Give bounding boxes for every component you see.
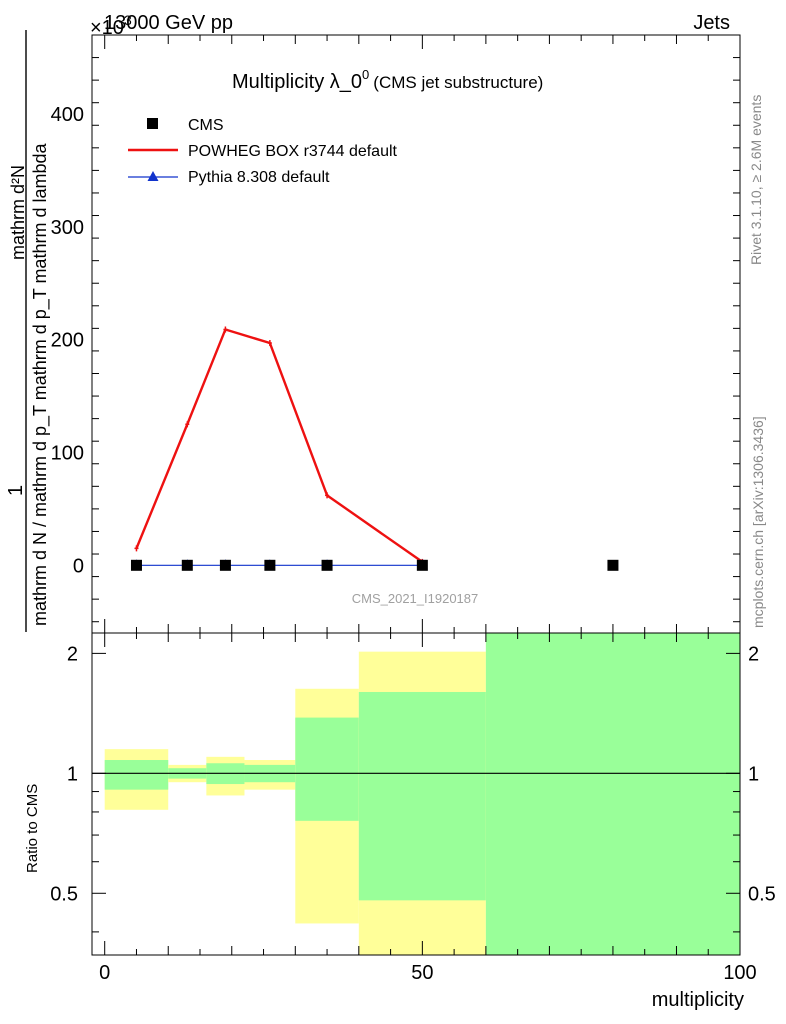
series-pythia (130, 559, 428, 570)
ratio-x-tick-label: 50 (411, 962, 433, 984)
ratio-y-tick-label: 1 (67, 763, 78, 785)
legend: CMS POWHEG BOX r3744 default Pythia 8.30… (128, 117, 398, 186)
ratio-band-green (358, 691, 486, 901)
main-y-tick-label: 200 (51, 330, 84, 352)
main-y-tick-label: 0 (73, 555, 84, 577)
ratio-y-tick-label-right: 1 (748, 763, 759, 785)
data-point (607, 559, 619, 571)
ratio-y-tick-label-right: 0.5 (748, 883, 776, 905)
ratio-panel-frame (91, 632, 741, 956)
data-point (321, 559, 333, 571)
plot-title: Multiplicity λ_00 (CMS jet substructure) (232, 67, 543, 93)
ratio-y-tick-label: 2 (67, 643, 78, 665)
ratio-axis-ticks (92, 633, 741, 955)
ratio-y-tick-label: 0.5 (50, 883, 78, 905)
y-scale-exponent-base: ×10 (90, 17, 124, 39)
main-y-tick-label: 300 (51, 217, 84, 239)
legend-label-cms: CMS (188, 117, 224, 134)
series-powheg (134, 326, 425, 565)
y-axis-label-numerator: 1 (5, 485, 27, 496)
ratio-y-tick-labels: 0.5 0.5 1 1 2 2 (50, 643, 776, 905)
data-point (219, 559, 231, 571)
ratio-band-green (485, 633, 740, 955)
ratio-bands (104, 633, 740, 955)
main-y-tick-label: 400 (51, 104, 84, 126)
series-line (135, 328, 424, 563)
plot-title-suffix: (CMS jet substructure) (373, 73, 543, 92)
main-y-tick-labels: 0 100 200 300 400 (51, 104, 84, 577)
header-energy: 13000 GeV pp (104, 12, 233, 34)
ratio-band-green (104, 760, 169, 790)
header-process: Jets (693, 12, 730, 34)
data-point (130, 559, 142, 571)
mcplots-label: mcplots.cern.ch [arXiv:1306.3436] (750, 416, 766, 628)
series-cms (130, 559, 619, 571)
ratio-x-tick-label: 0 (99, 962, 110, 984)
data-point (181, 559, 193, 571)
legend-marker-pythia (147, 171, 159, 181)
rivet-label: Rivet 3.1.10, ≥ 2.6M events (748, 95, 764, 265)
y-axis-label-denominator: mathrm d N / mathrm d p_T mathrm d p_T m… (30, 143, 51, 626)
plot-title-sup: 0 (362, 67, 369, 82)
main-y-tick-label: 100 (51, 442, 84, 464)
ratio-y-tick-label-right: 2 (748, 643, 759, 665)
data-point (416, 559, 428, 571)
ratio-x-tick-labels: 0 50 100 (99, 962, 757, 984)
main-axis-ticks (92, 35, 741, 633)
ratio-y-axis-label: Ratio to CMS (24, 784, 41, 873)
legend-label-powheg: POWHEG BOX r3744 default (188, 143, 398, 160)
data-point (264, 559, 276, 571)
ratio-band-green (295, 717, 359, 821)
y-scale-exponent: ×103 (90, 12, 132, 39)
analysis-watermark: CMS_2021_I1920187 (352, 591, 479, 606)
x-axis-label: multiplicity (652, 989, 744, 1011)
plot-title-main: Multiplicity λ_0 (232, 71, 362, 93)
y-scale-exponent-power: 3 (124, 12, 132, 28)
legend-marker-cms (147, 118, 158, 129)
ratio-x-tick-label: 100 (723, 962, 756, 984)
legend-label-pythia: Pythia 8.308 default (188, 169, 330, 186)
y-axis-label-top: mathrm d²N (8, 165, 28, 260)
